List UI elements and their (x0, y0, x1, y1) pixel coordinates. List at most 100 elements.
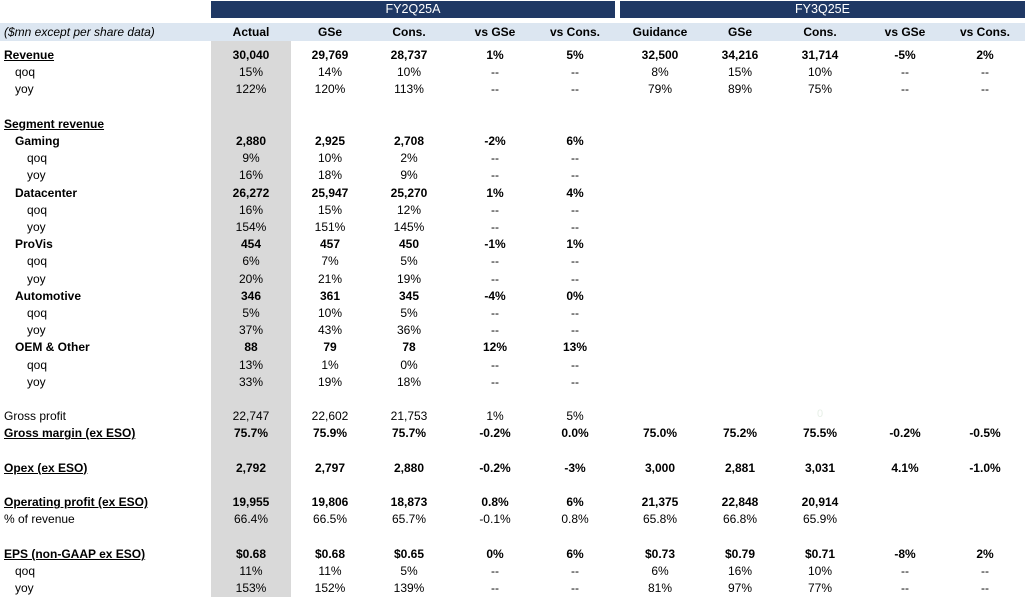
table-cell: -- (901, 564, 909, 578)
table-cell: 1% (486, 409, 504, 424)
table-cell: 13% (562, 340, 588, 355)
table-cell: -0.2% (479, 460, 511, 475)
table-cell: -1% (484, 237, 506, 252)
table-cell: 1% (566, 237, 584, 252)
table-cell: 0.8% (481, 495, 509, 510)
table-cell: -- (981, 82, 989, 97)
table-cell: $0.68 (235, 546, 267, 561)
table-cell: 11% (318, 564, 342, 578)
table-cell: -- (571, 82, 579, 97)
table-cell: 65.8% (642, 512, 678, 527)
row-label: Revenue (4, 48, 55, 62)
table-cell: 10% (396, 65, 422, 80)
table-cell: 2,881 (724, 460, 756, 475)
table-row: qoq 13% 1% 0% -- -- (0, 357, 1025, 374)
table-cell: 66.4% (233, 512, 269, 527)
table-cell: $0.71 (804, 546, 836, 561)
units-label: ($mn except per share data) (4, 25, 155, 39)
row-label: qoq (27, 151, 48, 166)
table-cell: 152% (314, 581, 346, 596)
table-row: qoq 11% 11% 5% -- -- 6% 16% 10% -- -- (0, 563, 1025, 580)
table-cell: 21% (317, 271, 343, 286)
table-cell: 7% (321, 254, 339, 269)
col-vs-gse: vs GSe (474, 25, 516, 39)
col-gse-next: GSe (727, 25, 752, 39)
spacer-row (0, 477, 1025, 494)
row-label: Gaming (15, 134, 60, 148)
row-label: qoq (27, 254, 48, 269)
table-cell: -0.2% (479, 426, 511, 441)
table-cell: -- (491, 254, 499, 269)
table-cell: 22,848 (721, 495, 759, 510)
spacer-row (0, 529, 1025, 546)
table-cell: 346 (240, 288, 262, 303)
table-cell: 0.8% (561, 512, 589, 527)
table-cell: 18% (396, 374, 422, 389)
table-cell: -- (571, 254, 579, 269)
table-cell: 34,216 (721, 48, 759, 62)
table-cell: 12% (482, 340, 508, 355)
table-cell: 3,031 (804, 460, 836, 475)
table-cell: -- (571, 168, 579, 183)
table-cell: -- (901, 581, 909, 596)
table-cell: -- (981, 564, 989, 578)
table-row: Operating profit (ex ESO) 19,955 19,806 18,… (0, 494, 1025, 511)
table-cell: 19% (317, 374, 343, 389)
table-row: % of revenue 66.4% 66.5% 65.7% -0.1% 0.8% 65.8… (0, 511, 1025, 528)
table-cell: -- (491, 581, 499, 596)
table-cell: 6% (566, 134, 584, 148)
table-cell: 6% (242, 254, 260, 269)
table-cell: -0.1% (479, 512, 511, 527)
table-cell: 13% (238, 357, 264, 372)
table-cell: -- (571, 220, 579, 234)
row-label: Gross profit (4, 409, 67, 424)
table-cell: -5% (894, 48, 916, 62)
table-cell: 12% (396, 202, 422, 217)
table-cell: 457 (319, 237, 341, 252)
group-header-current: FY2Q25A (211, 1, 615, 18)
table-cell: -3% (564, 460, 586, 475)
table-cell: 3,000 (644, 460, 676, 475)
actual-column-shade (211, 23, 291, 597)
table-row: Revenue 30,040 29,769 28,737 1% 5% 32,500 34,21… (0, 47, 1025, 64)
row-label: yoy (27, 374, 46, 389)
table-cell: -0.5% (969, 426, 1001, 441)
table-cell: 10% (317, 151, 343, 166)
table-cell: 21,753 (390, 409, 428, 424)
table-cell: -- (901, 82, 909, 97)
col-gse: GSe (317, 25, 342, 39)
table-cell: 16% (238, 168, 264, 183)
faint-cell-text: 0 (816, 408, 824, 420)
table-cell: 37% (238, 323, 264, 338)
table-cell: 28,737 (390, 48, 428, 62)
table-cell: 29,769 (311, 48, 349, 62)
table-cell: 89% (727, 82, 753, 97)
row-label: Segment revenue (4, 116, 105, 131)
table-cell: $0.65 (393, 546, 425, 561)
table-cell: 19,806 (311, 495, 349, 510)
row-label: Datacenter (15, 185, 78, 200)
table-cell: 22,602 (311, 409, 349, 424)
table-cell: -- (571, 65, 579, 80)
table-cell: -2% (484, 134, 506, 148)
table-cell: 5% (242, 306, 260, 320)
row-label: qoq (27, 306, 48, 320)
table-cell: 19,955 (232, 495, 270, 510)
table-row: yoy 33% 19% 18% -- -- (0, 374, 1025, 391)
table-cell: -- (491, 374, 499, 389)
table-cell: -- (571, 374, 579, 389)
table-cell: 79% (647, 82, 673, 97)
table-cell: -4% (484, 288, 506, 303)
table-cell: 19% (396, 271, 422, 286)
col-vs-cons-next: vs Cons. (959, 25, 1010, 39)
row-label: OEM & Other (15, 340, 90, 355)
table-row: qoq 15% 14% 10% -- -- 8% 15% 10% -- -- (0, 64, 1025, 81)
table-cell: 2,880 (235, 134, 267, 148)
spacer-row (0, 443, 1025, 460)
table-row: OEM & Other 88 79 78 12% 13% (0, 339, 1025, 356)
row-label: yoy (27, 271, 46, 286)
col-cons: Cons. (392, 25, 426, 39)
table-cell: 2,708 (393, 134, 425, 148)
table-cell: 9% (242, 151, 260, 166)
table-cell: 15% (727, 65, 753, 80)
